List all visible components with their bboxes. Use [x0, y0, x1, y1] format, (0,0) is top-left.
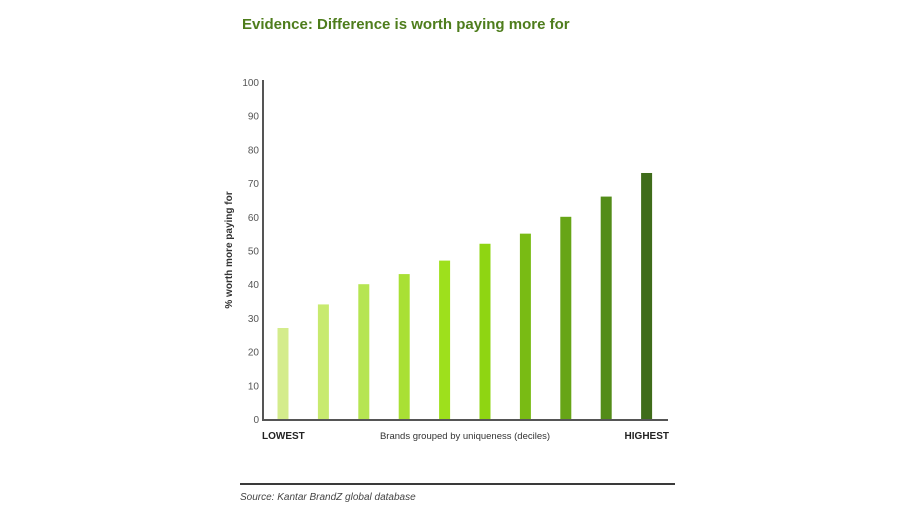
bar-decile-7 [519, 233, 531, 419]
x-axis-label: Brands grouped by uniqueness (deciles) [380, 431, 550, 442]
bar-decile-2 [317, 304, 329, 419]
bar-decile-6 [479, 243, 491, 419]
y-tick-label: 60 [248, 213, 260, 224]
bar-decile-10 [641, 172, 653, 419]
y-tick-label: 50 [248, 247, 260, 258]
bar-decile-9 [600, 196, 612, 419]
chart-title: Evidence: Difference is worth paying mor… [242, 16, 570, 33]
y-tick-label: 90 [248, 112, 260, 123]
bar-decile-1 [277, 328, 289, 419]
x-left-label: LOWEST [262, 431, 305, 442]
bar-decile-4 [398, 274, 410, 419]
y-tick-label: 10 [248, 381, 260, 392]
bar-decile-8 [560, 216, 572, 419]
bar-decile-5 [439, 260, 451, 419]
y-axis-label: % worth more paying for [224, 191, 235, 308]
source-divider [240, 483, 675, 485]
y-tick-label: 70 [248, 179, 260, 190]
y-tick-label: 30 [248, 314, 260, 325]
y-tick-label: 40 [248, 280, 260, 291]
y-tick-label: 0 [253, 415, 259, 426]
source-note: Source: Kantar BrandZ global database [240, 492, 416, 503]
x-right-label: HIGHEST [625, 431, 669, 442]
y-tick-label: 80 [248, 145, 260, 156]
y-tick-label: 100 [242, 78, 259, 89]
y-tick-label: 20 [248, 348, 260, 359]
bar-decile-3 [358, 284, 370, 419]
